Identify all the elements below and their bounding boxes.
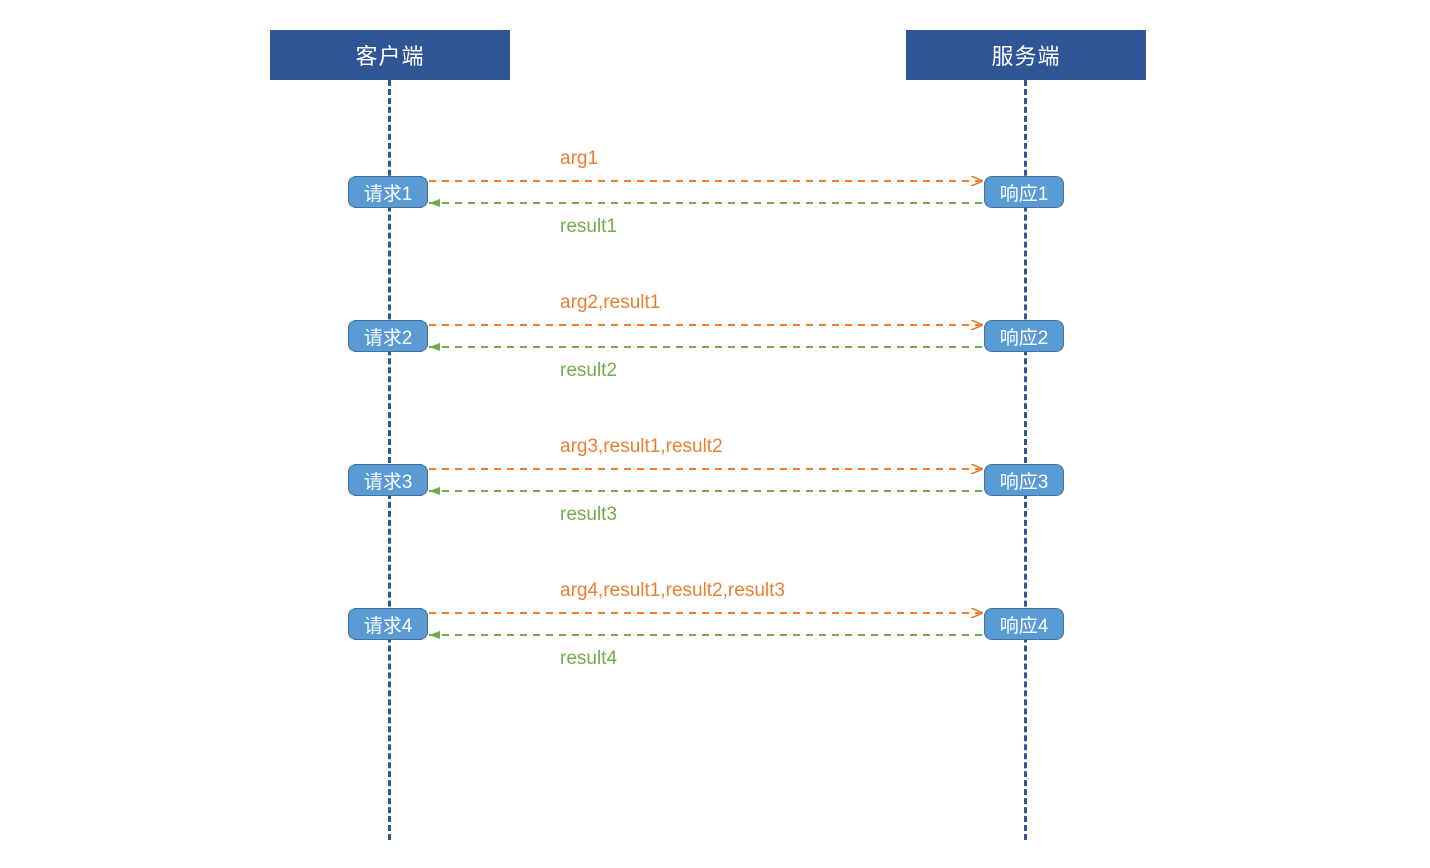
request-node-4: 请求4	[348, 608, 428, 640]
response-node-2-label: 响应2	[1000, 323, 1049, 350]
request-node-2-label: 请求2	[364, 323, 413, 350]
request-node-2: 请求2	[348, 320, 428, 352]
request-node-3: 请求3	[348, 464, 428, 496]
response-label-3: result3	[560, 504, 617, 526]
participant-server-label: 服务端	[991, 39, 1060, 71]
response-node-2: 响应2	[984, 320, 1064, 352]
response-node-3: 响应3	[984, 464, 1064, 496]
response-node-3-label: 响应3	[1000, 467, 1049, 494]
response-node-4: 响应4	[984, 608, 1064, 640]
sequence-diagram: 客户端 服务端 请求1 响应1 arg1 re	[0, 0, 1430, 868]
request-label-3: arg3,result1,result2	[560, 436, 723, 458]
participant-client: 客户端	[270, 30, 510, 80]
message-arrows	[0, 0, 1430, 868]
response-label-4: result4	[560, 648, 617, 670]
response-label-1: result1	[560, 216, 617, 238]
request-node-1: 请求1	[348, 176, 428, 208]
participant-client-label: 客户端	[355, 39, 424, 71]
request-node-3-label: 请求3	[364, 467, 413, 494]
response-label-2: result2	[560, 360, 617, 382]
response-node-1-label: 响应1	[1000, 179, 1049, 206]
request-label-4: arg4,result1,result2,result3	[560, 580, 785, 602]
request-node-4-label: 请求4	[364, 611, 413, 638]
request-label-1: arg1	[560, 148, 598, 170]
response-node-1: 响应1	[984, 176, 1064, 208]
participant-server: 服务端	[906, 30, 1146, 80]
request-label-2: arg2,result1	[560, 292, 660, 314]
request-node-1-label: 请求1	[364, 179, 413, 206]
response-node-4-label: 响应4	[1000, 611, 1049, 638]
